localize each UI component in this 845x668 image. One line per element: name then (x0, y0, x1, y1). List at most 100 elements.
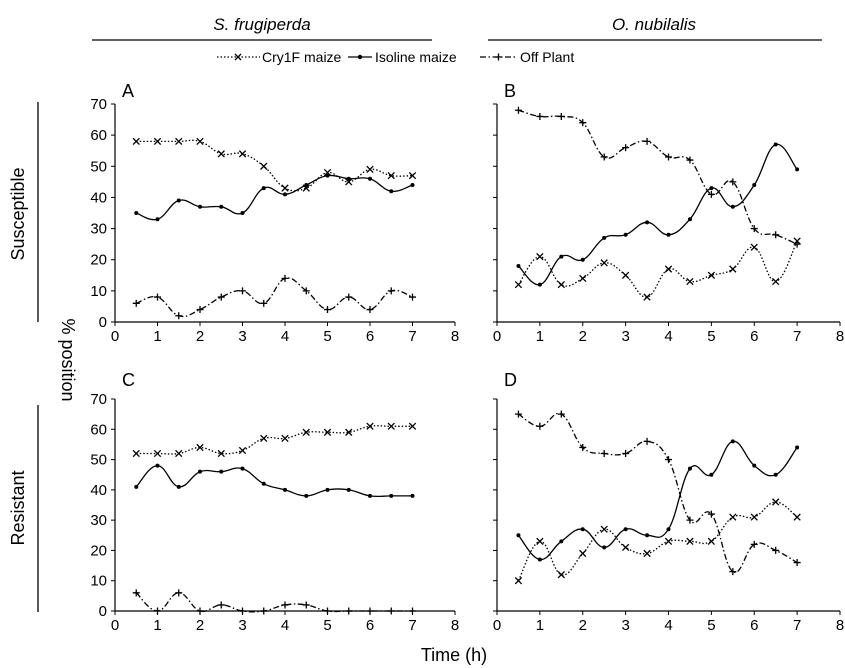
x-tick-label: 3 (621, 328, 629, 345)
y-tick-label: 20 (90, 542, 107, 559)
data-point-isoline (687, 217, 692, 222)
x-tick-label: 5 (707, 617, 715, 634)
data-point-isoline (155, 217, 160, 222)
panel-a: 0 1 2 3 4 5 6 7 8 0 10 20 30 40 50 60 70 (90, 96, 459, 345)
data-point-cry1f (323, 428, 332, 436)
series-line-cry1f-maize (517, 501, 798, 582)
data-point-off-plant (132, 589, 140, 597)
column-header-s-frugiperda: S. frugiperda (213, 15, 310, 34)
data-point-cry1f (387, 171, 395, 180)
data-point-cry1f (557, 570, 565, 579)
data-point-off-plant (154, 607, 161, 615)
x-tick-label: 1 (153, 328, 161, 345)
data-point-off-plant (622, 450, 630, 458)
legend-entry-isoline: Isoline maize (348, 49, 457, 65)
data-point-cry1f (260, 162, 268, 170)
y-tick-label: 30 (90, 512, 107, 529)
data-point-off-plant (707, 190, 715, 198)
data-point-off-plant (536, 112, 544, 120)
data-point-off-plant (409, 293, 416, 301)
panel-letter-c: C (122, 370, 135, 390)
data-point-off-plant (281, 601, 289, 609)
data-point-isoline (687, 466, 692, 471)
data-point-cry1f (729, 513, 737, 521)
data-point-isoline (219, 204, 224, 209)
data-point-cry1f (366, 422, 374, 430)
data-point-isoline (752, 463, 757, 468)
data-point-isoline (537, 557, 542, 562)
series-line-off-plant (135, 592, 413, 613)
x-tick-label: 0 (111, 328, 119, 345)
y-tick-label: 60 (90, 127, 107, 144)
data-point-isoline (219, 469, 224, 474)
data-point-off-plant (579, 119, 587, 127)
data-point-isoline (389, 493, 394, 498)
x-tick-label: 2 (579, 328, 587, 345)
data-point-isoline (580, 527, 585, 532)
data-point-isoline (602, 545, 607, 550)
series-line-cry1f-maize (136, 139, 413, 192)
data-point-isoline (389, 189, 394, 194)
data-point-off-plant (217, 601, 225, 609)
data-point-off-plant (387, 287, 395, 295)
data-point-isoline (410, 182, 415, 187)
data-point-off-plant (772, 546, 780, 554)
series-isoline-maize (134, 173, 415, 222)
data-point-isoline (176, 198, 181, 203)
x-tick-label: 1 (153, 617, 161, 634)
data-point-isoline (346, 176, 351, 181)
data-point-cry1f (153, 137, 162, 146)
series-line-isoline-maize (136, 174, 413, 221)
series-line-off-plant (136, 277, 413, 318)
data-point-cry1f (793, 513, 801, 521)
panel-b: 0 1 2 3 4 5 6 7 8 (493, 103, 844, 345)
data-point-cry1f (772, 277, 780, 286)
x-tick-label: 1 (536, 617, 544, 634)
data-point-off-plant (196, 306, 204, 314)
data-point-off-plant (409, 607, 416, 615)
series-line-isoline-maize (517, 143, 798, 286)
data-point-off-plant (793, 559, 801, 567)
row-label-susceptible: Susceptible (8, 167, 28, 260)
data-point-cry1f (750, 513, 758, 521)
data-point-isoline (240, 211, 245, 215)
y-tick-label: 40 (90, 482, 107, 499)
data-point-off-plant (260, 299, 268, 307)
x-tick-label: 1 (536, 328, 544, 345)
legend-label-offplant: Off Plant (520, 49, 574, 65)
data-point-cry1f (302, 428, 310, 436)
data-point-cry1f (387, 422, 395, 430)
data-point-isoline (537, 282, 542, 287)
data-point-off-plant (302, 601, 310, 609)
data-point-cry1f (153, 449, 162, 458)
data-point-cry1f (643, 549, 651, 558)
data-point-off-plant (366, 607, 374, 615)
data-point-cry1f (281, 184, 289, 192)
series-off-plant (132, 274, 416, 320)
data-point-cry1f (750, 243, 758, 251)
data-point-off-plant (260, 607, 268, 615)
series-off-plant (132, 589, 416, 615)
y-tick-label: 10 (90, 283, 107, 300)
x-tick-label: 8 (836, 617, 844, 634)
legend: Cry1F maize Isoline maize Off Plant (217, 49, 574, 65)
x-tick-label: 8 (451, 328, 459, 345)
data-point-isoline (752, 182, 757, 187)
series-off-plant (514, 106, 801, 248)
data-point-cry1f (514, 577, 523, 585)
data-point-off-plant (643, 437, 651, 445)
legend-marker-dot (357, 54, 363, 60)
series-line-isoline-maize (517, 440, 798, 561)
y-tick-label: 0 (99, 314, 107, 331)
data-point-off-plant (345, 607, 353, 615)
data-point-off-plant (707, 510, 715, 518)
data-point-isoline (261, 481, 266, 486)
series-line-isoline-maize (135, 464, 413, 498)
data-point-off-plant (154, 293, 161, 301)
data-point-cry1f (729, 265, 737, 273)
data-point-off-plant (750, 225, 758, 233)
y-tick-label: 40 (90, 189, 107, 206)
data-point-isoline (623, 232, 628, 237)
x-tick-label: 7 (793, 328, 801, 345)
